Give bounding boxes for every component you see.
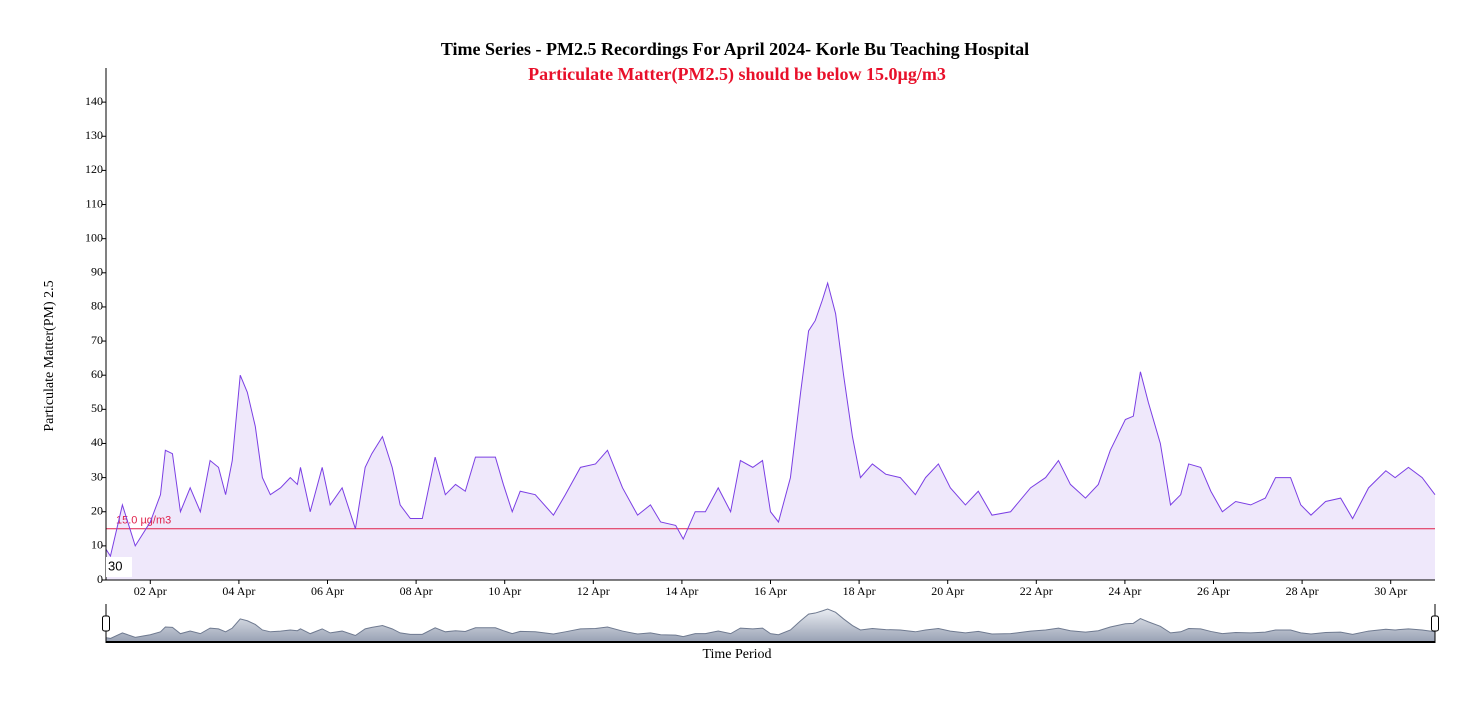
navigator-line (105, 608, 1436, 639)
x-tick-label: 16 Apr (754, 584, 787, 598)
y-tick-label: 80 (91, 299, 103, 313)
x-tick-label: 06 Apr (311, 584, 344, 598)
x-tick-label: 08 Apr (400, 584, 433, 598)
y-tick-label: 30 (91, 469, 103, 483)
y-tick-label: 140 (85, 94, 103, 108)
x-tick-label: 30 Apr (1374, 584, 1407, 598)
navigator-area (106, 609, 1435, 641)
x-tick-label: 12 Apr (577, 584, 610, 598)
y-tick-label: 90 (91, 265, 103, 279)
threshold-label: 15.0 µg/m3 (116, 515, 171, 527)
x-tick-label: 28 Apr (1286, 584, 1319, 598)
navigator-handle[interactable] (102, 615, 110, 632)
cursor-label: 30 (108, 558, 122, 573)
x-tick-label: 04 Apr (222, 584, 255, 598)
x-axis-label: Time Period (702, 647, 771, 662)
x-tick-label: 02 Apr (134, 584, 167, 598)
y-tick-label: 0 (97, 572, 103, 586)
chart-title: Time Series - PM2.5 Recordings For April… (441, 39, 1029, 59)
y-tick-label: 70 (91, 333, 103, 347)
navigator-handle[interactable] (1431, 615, 1439, 632)
x-tick-label: 24 Apr (1108, 584, 1141, 598)
chart-subtitle: Particulate Matter(PM2.5) should be belo… (528, 64, 946, 85)
y-tick-label: 60 (91, 367, 103, 381)
x-tick-label: 26 Apr (1197, 584, 1230, 598)
x-tick-label: 18 Apr (843, 584, 876, 598)
x-tick-label: 14 Apr (665, 584, 698, 598)
y-tick-label: 20 (91, 503, 103, 517)
x-tick-label: 20 Apr (931, 584, 964, 598)
y-tick-label: 110 (85, 196, 103, 210)
y-tick-label: 120 (85, 162, 103, 176)
y-axis-label: Particulate Matter(PM) 2.5 (42, 280, 57, 431)
cursor-label-box (106, 557, 132, 577)
line (105, 281, 1436, 558)
x-tick-label: 10 Apr (488, 584, 521, 598)
y-tick-label: 10 (91, 538, 103, 552)
y-tick-label: 40 (91, 435, 103, 449)
y-tick-label: 100 (85, 230, 103, 244)
area-fill (106, 283, 1435, 580)
y-tick-label: 50 (91, 401, 103, 415)
y-tick-label: 130 (85, 128, 103, 142)
x-tick-label: 22 Apr (1020, 584, 1053, 598)
